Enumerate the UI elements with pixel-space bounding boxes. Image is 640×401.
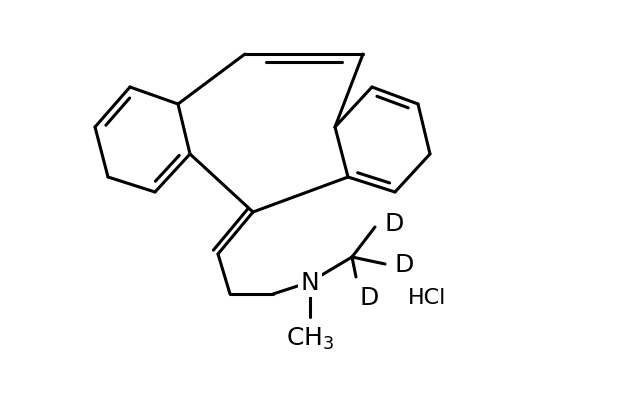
Text: D: D: [395, 252, 414, 276]
Text: CH$_3$: CH$_3$: [286, 325, 334, 351]
Text: N: N: [301, 270, 319, 294]
Text: D: D: [360, 285, 380, 309]
Text: D: D: [385, 211, 404, 235]
Text: HCl: HCl: [408, 287, 446, 307]
